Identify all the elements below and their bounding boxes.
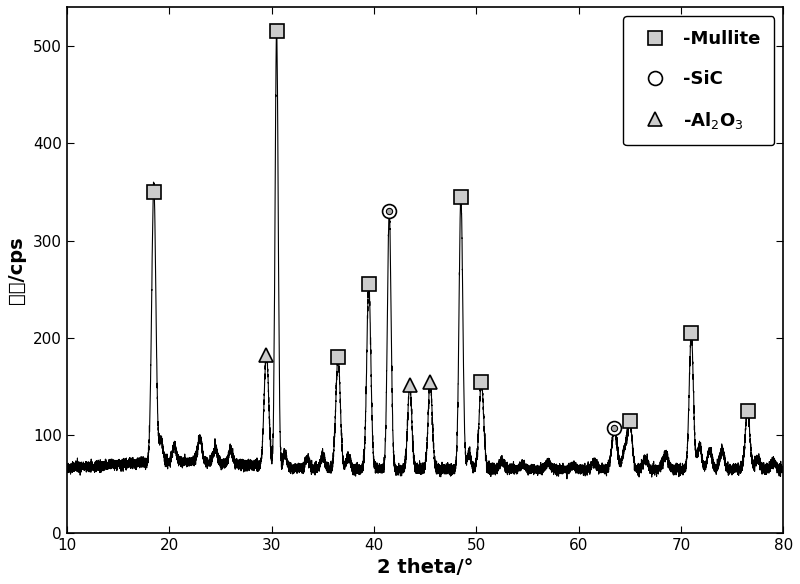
X-axis label: 2 theta/°: 2 theta/° [377, 558, 474, 577]
Y-axis label: 強度/cps: 強度/cps [7, 236, 26, 304]
Legend: -Mullite, -SiC, -Al$_2$O$_3$: -Mullite, -SiC, -Al$_2$O$_3$ [623, 16, 774, 145]
